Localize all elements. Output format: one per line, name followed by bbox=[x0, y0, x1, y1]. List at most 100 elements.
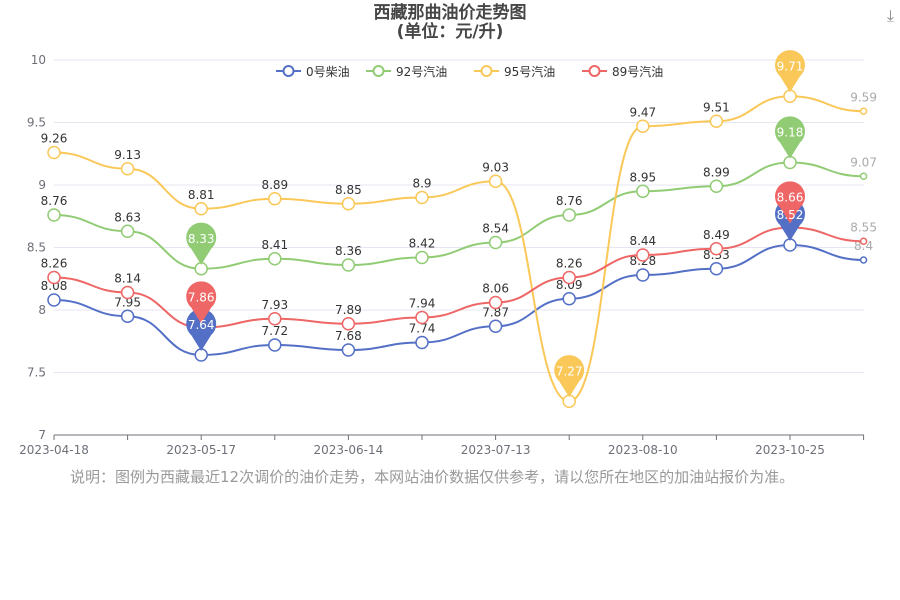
legend-label: 0号柴油 bbox=[306, 65, 350, 79]
data-label: 7.72 bbox=[261, 324, 288, 338]
data-point bbox=[636, 268, 650, 282]
data-label: 9.03 bbox=[482, 160, 509, 174]
data-point bbox=[268, 252, 282, 266]
pin-marker bbox=[186, 308, 217, 351]
data-point bbox=[341, 258, 356, 272]
pin-marker bbox=[775, 50, 806, 93]
title-text: 西藏那曲油价走势图 bbox=[373, 3, 527, 23]
data-label: 8.4 bbox=[854, 239, 873, 253]
data-label: 8.99 bbox=[703, 165, 730, 179]
y-tick-label: 10 bbox=[31, 53, 46, 67]
y-tick-label: 9.5 bbox=[27, 116, 46, 130]
data-point bbox=[120, 285, 135, 300]
data-point bbox=[562, 270, 576, 285]
data-label: 9.26 bbox=[41, 132, 68, 146]
data-label: 8.9 bbox=[412, 177, 431, 191]
data-label: 9.59 bbox=[850, 90, 877, 104]
data-label: 8.36 bbox=[335, 244, 362, 258]
data-label: 8.63 bbox=[114, 210, 141, 224]
data-label: 7.94 bbox=[409, 297, 436, 311]
pin-label: 7.86 bbox=[188, 291, 215, 305]
subtitle-text: (单位：元/升) bbox=[396, 22, 504, 42]
data-label: 9.47 bbox=[629, 105, 656, 119]
data-point bbox=[488, 235, 503, 250]
data-label: 8.08 bbox=[41, 279, 68, 293]
pin-label: 9.71 bbox=[777, 59, 804, 73]
legend-marker bbox=[588, 65, 601, 77]
data-point bbox=[415, 310, 429, 325]
x-tick-label: 2023-04-18 bbox=[19, 443, 89, 457]
data-label: 8.26 bbox=[41, 257, 68, 271]
y-tick-label: 7.5 bbox=[27, 366, 46, 380]
x-tick-label: 2023-06-14 bbox=[314, 443, 384, 457]
data-point bbox=[47, 145, 61, 160]
data-label: 8.85 bbox=[335, 183, 362, 197]
pin-label: 9.18 bbox=[777, 126, 804, 140]
data-label: 7.74 bbox=[409, 322, 436, 336]
data-point bbox=[415, 190, 429, 205]
pin-marker bbox=[186, 222, 217, 265]
data-label: 9.13 bbox=[114, 148, 141, 162]
legend-marker bbox=[282, 65, 295, 77]
data-label: 8.14 bbox=[114, 272, 141, 286]
pin-marker bbox=[554, 355, 585, 398]
data-label: 8.44 bbox=[629, 234, 656, 248]
data-point bbox=[709, 114, 724, 128]
data-point bbox=[268, 338, 282, 352]
legend-label: 95号汽油 bbox=[504, 64, 555, 79]
download-icon[interactable]: ⤓ bbox=[886, 6, 894, 25]
data-label: 8.49 bbox=[703, 228, 730, 242]
data-label: 8.26 bbox=[556, 257, 583, 271]
data-label: 8.54 bbox=[482, 222, 509, 236]
data-point bbox=[636, 119, 650, 133]
data-label: 8.41 bbox=[261, 238, 288, 252]
data-label: 9.07 bbox=[850, 155, 877, 169]
data-point bbox=[341, 343, 356, 357]
pin-marker bbox=[775, 116, 806, 159]
pin-label: 7.27 bbox=[556, 364, 583, 378]
data-point bbox=[562, 292, 576, 306]
legend-marker bbox=[480, 65, 493, 77]
data-label: 8.09 bbox=[556, 278, 583, 292]
pin-label: 8.52 bbox=[777, 208, 804, 222]
y-tick-label: 9 bbox=[38, 178, 46, 192]
data-point bbox=[859, 172, 868, 180]
legend-marker bbox=[372, 65, 385, 77]
pin-marker bbox=[186, 281, 217, 324]
series-line bbox=[53, 226, 864, 329]
legend-label: 92号汽油 bbox=[396, 64, 447, 79]
series-line bbox=[53, 243, 864, 357]
y-tick-label: 8.5 bbox=[27, 241, 46, 255]
chart-note: 说明：图例为西藏最近12次调价的油价走势，本网站油价数据仅供参考，请以您所在地区… bbox=[70, 468, 795, 486]
data-point bbox=[488, 295, 503, 310]
data-label: 7.93 bbox=[261, 298, 288, 312]
data-label: 9.51 bbox=[703, 100, 730, 114]
data-point bbox=[341, 197, 356, 211]
data-point bbox=[47, 270, 61, 285]
data-label: 8.81 bbox=[188, 188, 215, 202]
pin-marker bbox=[775, 181, 806, 224]
y-tick-label: 8 bbox=[38, 303, 46, 317]
legend-label: 89号汽油 bbox=[612, 64, 663, 79]
data-point bbox=[488, 319, 503, 333]
data-point bbox=[120, 309, 135, 323]
data-label: 8.89 bbox=[261, 178, 288, 192]
data-point bbox=[709, 242, 724, 256]
data-point bbox=[47, 293, 61, 307]
data-point bbox=[488, 174, 503, 188]
data-label: 8.76 bbox=[41, 194, 68, 208]
data-point bbox=[194, 202, 208, 216]
data-label: 7.95 bbox=[114, 295, 141, 309]
pin-label: 7.64 bbox=[188, 318, 215, 332]
data-point bbox=[709, 179, 724, 193]
data-point bbox=[47, 208, 61, 222]
chart-title: 西藏那曲油价走势图 (单位：元/升) bbox=[0, 4, 900, 42]
data-point bbox=[341, 317, 356, 331]
data-point bbox=[415, 250, 429, 265]
data-label: 7.87 bbox=[482, 305, 509, 319]
data-point bbox=[562, 208, 576, 222]
data-point bbox=[636, 248, 650, 262]
data-point bbox=[636, 184, 650, 198]
data-point bbox=[120, 162, 135, 176]
data-point bbox=[859, 256, 868, 264]
